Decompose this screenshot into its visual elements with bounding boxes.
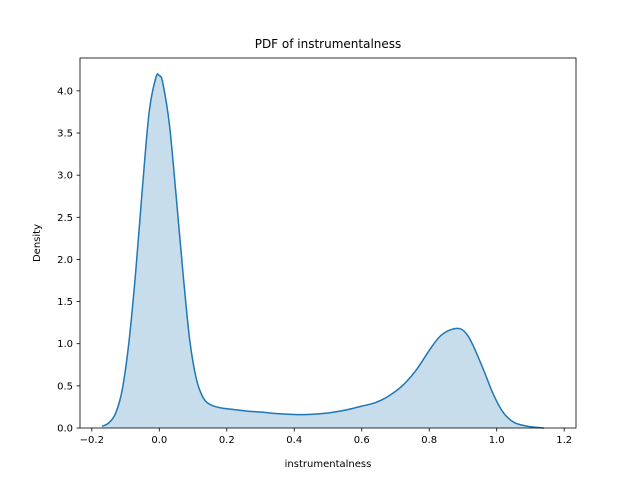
y-tick-label: 1.0 xyxy=(57,339,73,350)
y-axis: 0.0 0.5 1.0 1.5 2.0 2.5 3.0 3.5 4.0 xyxy=(57,86,80,435)
plot-frame xyxy=(79,57,577,429)
x-tick-label: −0.2 xyxy=(80,435,104,446)
density-area-0 xyxy=(101,73,544,428)
x-tick-label: 1.2 xyxy=(556,435,572,446)
x-tick-label: 0.0 xyxy=(151,435,167,446)
y-tick-label: 1.5 xyxy=(57,297,73,308)
y-tick-label: 3.5 xyxy=(57,129,73,140)
y-tick-label: 0.5 xyxy=(57,381,73,392)
x-axis: −0.2 0.0 0.2 0.4 0.6 0.8 1.0 1.2 xyxy=(80,428,572,446)
x-tick-label: 1.0 xyxy=(489,435,505,446)
density-line-layer xyxy=(101,73,545,429)
x-tick-label: 0.2 xyxy=(219,435,235,446)
y-tick-label: 0.0 xyxy=(57,424,73,435)
chart-title: PDF of instrumentalness xyxy=(255,37,402,51)
x-axis-label: instrumentalness xyxy=(285,459,372,470)
y-tick-label: 4.0 xyxy=(57,86,73,97)
x-tick-label: 0.8 xyxy=(421,435,437,446)
density-fill-layer xyxy=(101,73,544,428)
y-tick-label: 2.0 xyxy=(57,255,73,266)
y-tick-label: 3.0 xyxy=(57,171,73,182)
density-line-0 xyxy=(101,73,545,429)
y-tick-label: 2.5 xyxy=(57,213,73,224)
y-axis-label: Density xyxy=(32,224,43,262)
x-tick-label: 0.4 xyxy=(286,435,302,446)
x-tick-label: 0.6 xyxy=(354,435,370,446)
